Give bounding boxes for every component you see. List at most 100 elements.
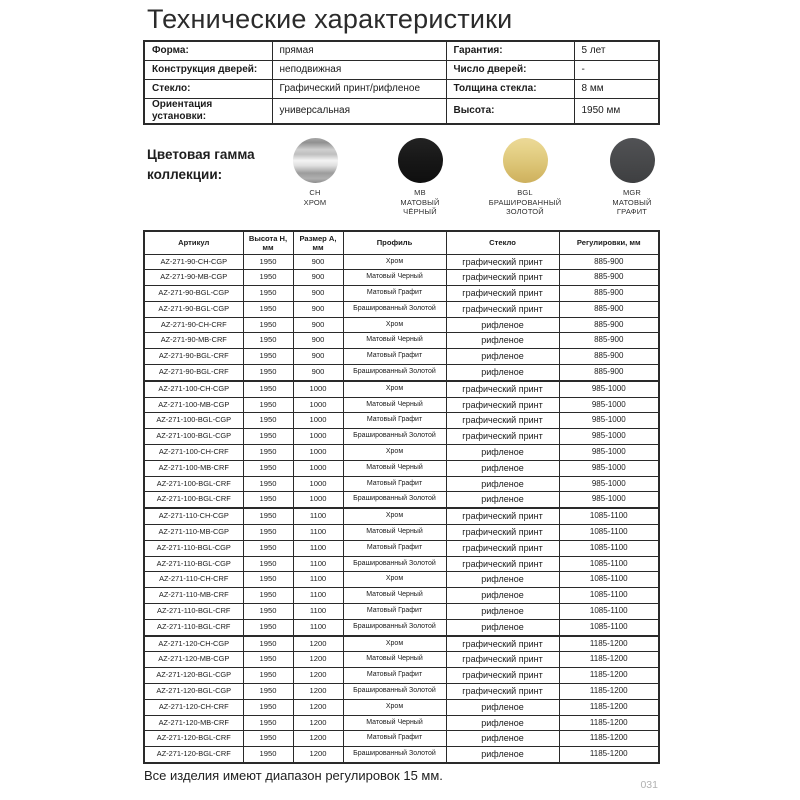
table-cell: AZ-271-90-BGL-CGP — [143, 300, 244, 318]
page-title: Технические характеристики — [147, 4, 513, 34]
table-row: AZ-271-110-BGL-CRF 1950 1100 Матовый Графит… — [143, 603, 660, 620]
table-cell: 900 — [292, 364, 344, 382]
table-cell: Матовый Графит — [342, 603, 447, 620]
table-cell: 1085-1100 — [558, 524, 660, 541]
specs-table: Форма: прямая Гарантия: 5 лет Конструкци… — [143, 40, 660, 125]
table-cell: Брашированный Золотой — [342, 618, 447, 637]
table-cell: Хром — [342, 444, 447, 461]
table-row: AZ-271-120-MB-CRF 1950 1200 Матовый Черный р… — [143, 714, 660, 732]
table-cell: 1950 — [242, 332, 294, 350]
table-cell: рифленое — [445, 746, 560, 764]
spec-row: Форма: прямая Гарантия: 5 лет — [143, 40, 660, 61]
swatch-name: МАТОВЫЙ ЧЁРНЫЙ — [400, 197, 440, 217]
table-cell: рифленое — [445, 332, 560, 350]
table-cell: AZ-271-110-CH-CRF — [143, 571, 244, 589]
table-cell: графический принт — [445, 683, 560, 700]
spec-row: Ориентация установки: универсальная Высо… — [143, 97, 660, 124]
table-cell: Хром — [342, 507, 447, 526]
footer-note: Все изделия имеют диапазон регулировок 1… — [144, 768, 443, 783]
header-cell-article: Артикул — [143, 230, 244, 255]
table-cell: 885-900 — [558, 364, 660, 382]
table-cell: 1950 — [242, 396, 294, 414]
table-cell: 1950 — [242, 571, 294, 589]
spec-value: универсальная — [271, 97, 447, 124]
table-cell: 1100 — [292, 539, 344, 557]
table-cell: 1000 — [292, 396, 344, 414]
spec-value: - — [573, 59, 660, 80]
table-row: AZ-271-120-MB-CGP 1950 1200 Матовый Черный г… — [143, 651, 660, 669]
table-row: AZ-271-120-BGL-CGP 1950 1200 Матовый Графит… — [143, 667, 660, 685]
table-cell: Матовый Черный — [342, 651, 447, 669]
swatch-code: MB — [414, 188, 426, 197]
table-cell: 1950 — [242, 300, 294, 318]
table-cell: AZ-271-100-MB-CRF — [143, 459, 244, 477]
table-cell: графический принт — [445, 555, 560, 573]
table-cell: 1950 — [242, 285, 294, 302]
table-cell: 1100 — [292, 524, 344, 541]
table-row: AZ-271-100-CH-CGP 1950 1000 Хром графический… — [143, 379, 660, 398]
table-cell: AZ-271-100-CH-CRF — [143, 444, 244, 461]
table-cell: Брашированный Золотой — [342, 746, 447, 764]
table-cell: Хром — [342, 253, 447, 271]
spec-row: Стекло: Графический принт/рифленое Толщи… — [143, 78, 660, 99]
table-cell: 900 — [292, 285, 344, 302]
table-cell: 900 — [292, 300, 344, 318]
table-cell: 985-1000 — [558, 396, 660, 414]
spec-value: 8 мм — [573, 78, 660, 99]
table-cell: 1950 — [242, 253, 294, 271]
spec-value: 5 лет — [573, 40, 660, 61]
table-cell: 985-1000 — [558, 459, 660, 477]
swatch-name: БРАШИРОВАННЫЙ ЗОЛОТОЙ — [488, 197, 562, 217]
table-row: AZ-271-110-MB-CGP 1950 1100 Матовый Черный г… — [143, 524, 660, 541]
table-cell: графический принт — [445, 667, 560, 685]
table-cell: графический принт — [445, 396, 560, 414]
table-cell: рифленое — [445, 475, 560, 493]
table-cell: AZ-271-90-BGL-CRF — [143, 348, 244, 366]
table-cell: AZ-271-110-MB-CGP — [143, 524, 244, 541]
table-cell: AZ-271-100-BGL-CGP — [143, 428, 244, 446]
table-cell: 1100 — [292, 507, 344, 526]
spec-label: Высота: — [445, 97, 575, 124]
table-cell: AZ-271-110-BGL-CRF — [143, 618, 244, 637]
products-table-body: AZ-271-90-CH-CGP 1950 900 Хром графический п… — [143, 253, 660, 764]
swatch-code: BGL — [517, 188, 533, 197]
table-cell: 1950 — [242, 364, 294, 382]
page-number: 031 — [640, 779, 658, 791]
table-cell: рифленое — [445, 618, 560, 637]
table-cell: 1950 — [242, 491, 294, 509]
table-cell: 1185-1200 — [558, 634, 660, 653]
table-cell: AZ-271-90-MB-CGP — [143, 269, 244, 287]
table-cell: AZ-271-120-CH-CRF — [143, 698, 244, 716]
table-row: AZ-271-100-BGL-CRF 1950 1000 Матовый Графит… — [143, 475, 660, 493]
table-cell: 1950 — [242, 269, 294, 287]
table-cell: графический принт — [445, 269, 560, 287]
table-cell: 1950 — [242, 714, 294, 732]
color-swatch-mb: MB МАТОВЫЙ ЧЁРНЫЙ — [365, 138, 475, 217]
table-cell: Хром — [342, 379, 447, 398]
table-cell: AZ-271-110-BGL-CRF — [143, 603, 244, 620]
header-cell-profile: Профиль — [342, 230, 447, 255]
products-table-header: Артикул Высота Н, мм Размер А, мм Профил… — [143, 230, 660, 255]
spec-label: Конструкция дверей: — [143, 59, 273, 80]
table-cell: графический принт — [445, 300, 560, 318]
table-cell: 1950 — [242, 698, 294, 716]
table-cell: Брашированный Золотой — [342, 683, 447, 700]
table-cell: Хром — [342, 571, 447, 589]
table-cell: рифленое — [445, 491, 560, 509]
table-cell: 1085-1100 — [558, 539, 660, 557]
table-cell: Брашированный Золотой — [342, 491, 447, 509]
table-cell: 1100 — [292, 571, 344, 589]
table-cell: Брашированный Золотой — [342, 364, 447, 382]
table-cell: 1950 — [242, 444, 294, 461]
table-cell: 1950 — [242, 730, 294, 748]
swatch-code: MGR — [622, 188, 642, 197]
table-row: AZ-271-120-CH-CRF 1950 1200 Хром рифленое 118… — [143, 698, 660, 716]
table-cell: 1200 — [292, 746, 344, 764]
table-cell: 1950 — [242, 524, 294, 541]
table-cell: AZ-271-90-BGL-CGP — [143, 285, 244, 302]
table-cell: графический принт — [445, 507, 560, 526]
table-cell: 1950 — [242, 412, 294, 430]
table-row: AZ-271-100-BGL-CGP 1950 1000 Матовый Графит… — [143, 412, 660, 430]
table-cell: 1950 — [242, 507, 294, 526]
table-row: AZ-271-110-BGL-CRF 1950 1100 Брашированный … — [143, 618, 660, 637]
